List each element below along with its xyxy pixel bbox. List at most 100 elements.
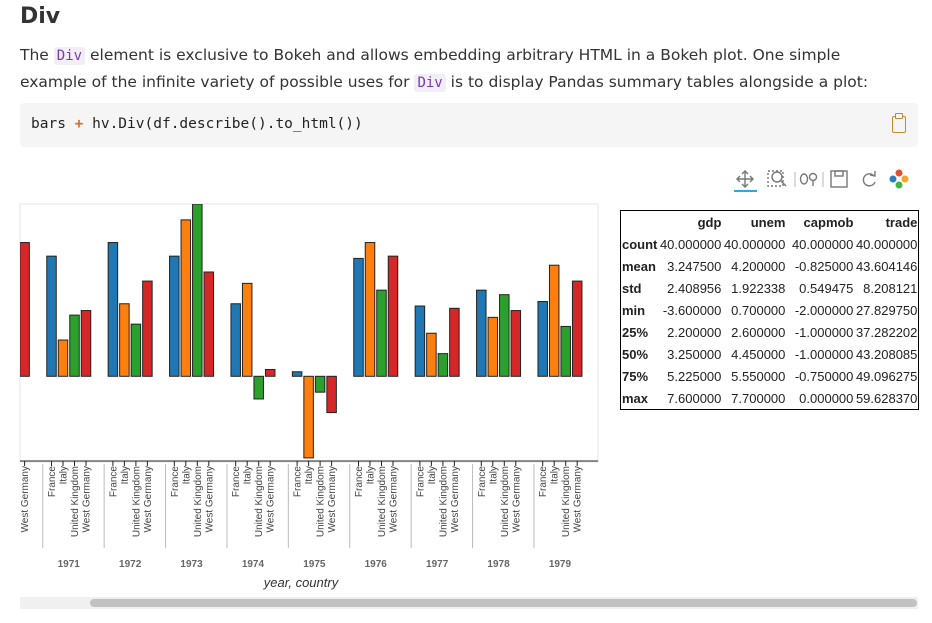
bar xyxy=(449,307,460,377)
bar xyxy=(69,314,80,377)
bar xyxy=(548,264,560,377)
table-row: std 2.408956 1.922338 0.549475 8.208121 xyxy=(621,277,919,299)
x-tick-label: West Germany xyxy=(143,466,154,533)
code: bars + hv.Div(df.describe().to_html()) xyxy=(31,116,363,132)
bar xyxy=(414,305,426,377)
table-cell: 5.225000 xyxy=(667,368,722,384)
table-cell: -2.000000 xyxy=(794,302,854,318)
toolbar xyxy=(734,169,909,192)
table-row: 25% 2.200000 2.600000 -1.000000 37.282202 xyxy=(621,321,919,343)
pan-tool[interactable] xyxy=(734,170,757,192)
table-cell: 59.628370 xyxy=(855,390,918,406)
x-tick-label: United Kingdom xyxy=(254,466,265,537)
corner-cell xyxy=(621,211,659,234)
bar xyxy=(326,375,337,414)
row-header: max xyxy=(622,390,649,406)
table-cell: 2.200000 xyxy=(667,324,722,340)
group-label: 1976 xyxy=(365,559,388,570)
bar xyxy=(314,375,326,393)
bar xyxy=(80,310,92,377)
x-tick-label: Italy xyxy=(550,466,561,484)
x-tick-label: France xyxy=(538,466,549,498)
bokeh-logo xyxy=(889,169,909,189)
table-row: 75% 5.225000 5.550000 -0.750000 49.096275 xyxy=(621,365,919,387)
bar xyxy=(192,204,203,377)
bar xyxy=(353,257,364,377)
x-tick-label: France xyxy=(354,466,365,498)
x-tick-label: United Kingdom xyxy=(500,466,511,537)
paragraph: The Div element is exclusive to Bokeh an… xyxy=(20,42,900,96)
table-cell: 1.922338 xyxy=(731,280,786,296)
x-tick-label: Italy xyxy=(243,466,254,484)
section-title: Div xyxy=(20,4,61,29)
x-tick-label: West Germany xyxy=(20,466,31,533)
header-row: gdp unem capmob trade xyxy=(621,211,919,234)
x-tick-label: France xyxy=(108,466,119,498)
table-cell: -0.750000 xyxy=(794,368,854,384)
x-tick-label: Italy xyxy=(366,466,377,484)
row-header: 75% xyxy=(622,368,649,384)
table-cell: 2.600000 xyxy=(731,324,786,340)
x-tick-label: West Germany xyxy=(266,466,277,533)
bar xyxy=(364,242,376,377)
code-operator: + xyxy=(74,116,84,132)
x-tick-label: France xyxy=(170,466,181,498)
table-cell: -0.825000 xyxy=(794,258,854,274)
table-row: count 40.000000 40.000000 40.000000 40.00000… xyxy=(621,233,919,255)
table-cell: 40.000000 xyxy=(791,236,854,252)
bar xyxy=(510,310,522,377)
bar xyxy=(571,280,583,377)
x-axis-label: year, country xyxy=(263,575,340,590)
table-cell: 3.250000 xyxy=(667,346,722,362)
bar xyxy=(437,353,449,377)
code-token: bars xyxy=(31,116,75,132)
x-tick-label: United Kingdom xyxy=(561,466,572,537)
table-row: 50% 3.250000 4.450000 -1.000000 43.208085 xyxy=(621,343,919,365)
row-header: std xyxy=(622,280,642,296)
row-header: min xyxy=(622,302,646,318)
save-tool[interactable] xyxy=(830,170,848,188)
x-tick-label: West Germany xyxy=(204,466,215,533)
bar xyxy=(264,369,276,377)
bar xyxy=(107,242,119,377)
text: The xyxy=(20,46,54,64)
code-block: bars + hv.Div(df.describe().to_html()) xyxy=(20,103,918,147)
bars xyxy=(20,204,583,459)
bar xyxy=(376,289,387,377)
table-cell: 40.000000 xyxy=(723,236,786,252)
table-cell: 0.549475 xyxy=(799,280,854,296)
inline-code: Div xyxy=(53,47,86,65)
x-tick-label: United Kingdom xyxy=(316,466,327,537)
reset-tool[interactable] xyxy=(862,171,876,187)
hover-tool[interactable] xyxy=(799,172,818,187)
group-label: 1978 xyxy=(487,559,510,570)
x-tick-label: United Kingdom xyxy=(131,466,142,537)
copy-button[interactable] xyxy=(892,113,906,133)
table-cell: 49.096275 xyxy=(855,368,918,384)
row-header: mean xyxy=(622,258,656,274)
x-tick-label: West Germany xyxy=(327,466,338,533)
zoom-tool[interactable] xyxy=(767,170,787,187)
bar xyxy=(130,323,142,377)
bar xyxy=(499,294,510,377)
bar xyxy=(119,303,130,377)
bar xyxy=(426,332,437,377)
inline-code: Div xyxy=(414,74,446,92)
scroll-thumb[interactable] xyxy=(90,599,917,607)
summary-table: gdp unem capmob trade count 40.000000 40.0000… xyxy=(620,210,920,410)
group-label: 1973 xyxy=(180,559,203,570)
table-cell: 4.200000 xyxy=(731,258,786,274)
table-cell: 7.600000 xyxy=(667,390,722,406)
table-cell: 43.208085 xyxy=(855,346,918,362)
table-cell: -1.000000 xyxy=(794,324,854,340)
x-tick-label: Italy xyxy=(120,466,131,484)
x-tick-label: United Kingdom xyxy=(438,466,449,537)
table-row: max 7.600000 7.700000 0.000000 59.628370 xyxy=(621,387,919,410)
group-label: 1975 xyxy=(303,559,326,570)
x-tick-label: France xyxy=(47,466,58,498)
column-header: unem xyxy=(750,214,786,230)
x-tick-label: Italy xyxy=(488,466,499,484)
x-tick-label: France xyxy=(477,466,488,498)
